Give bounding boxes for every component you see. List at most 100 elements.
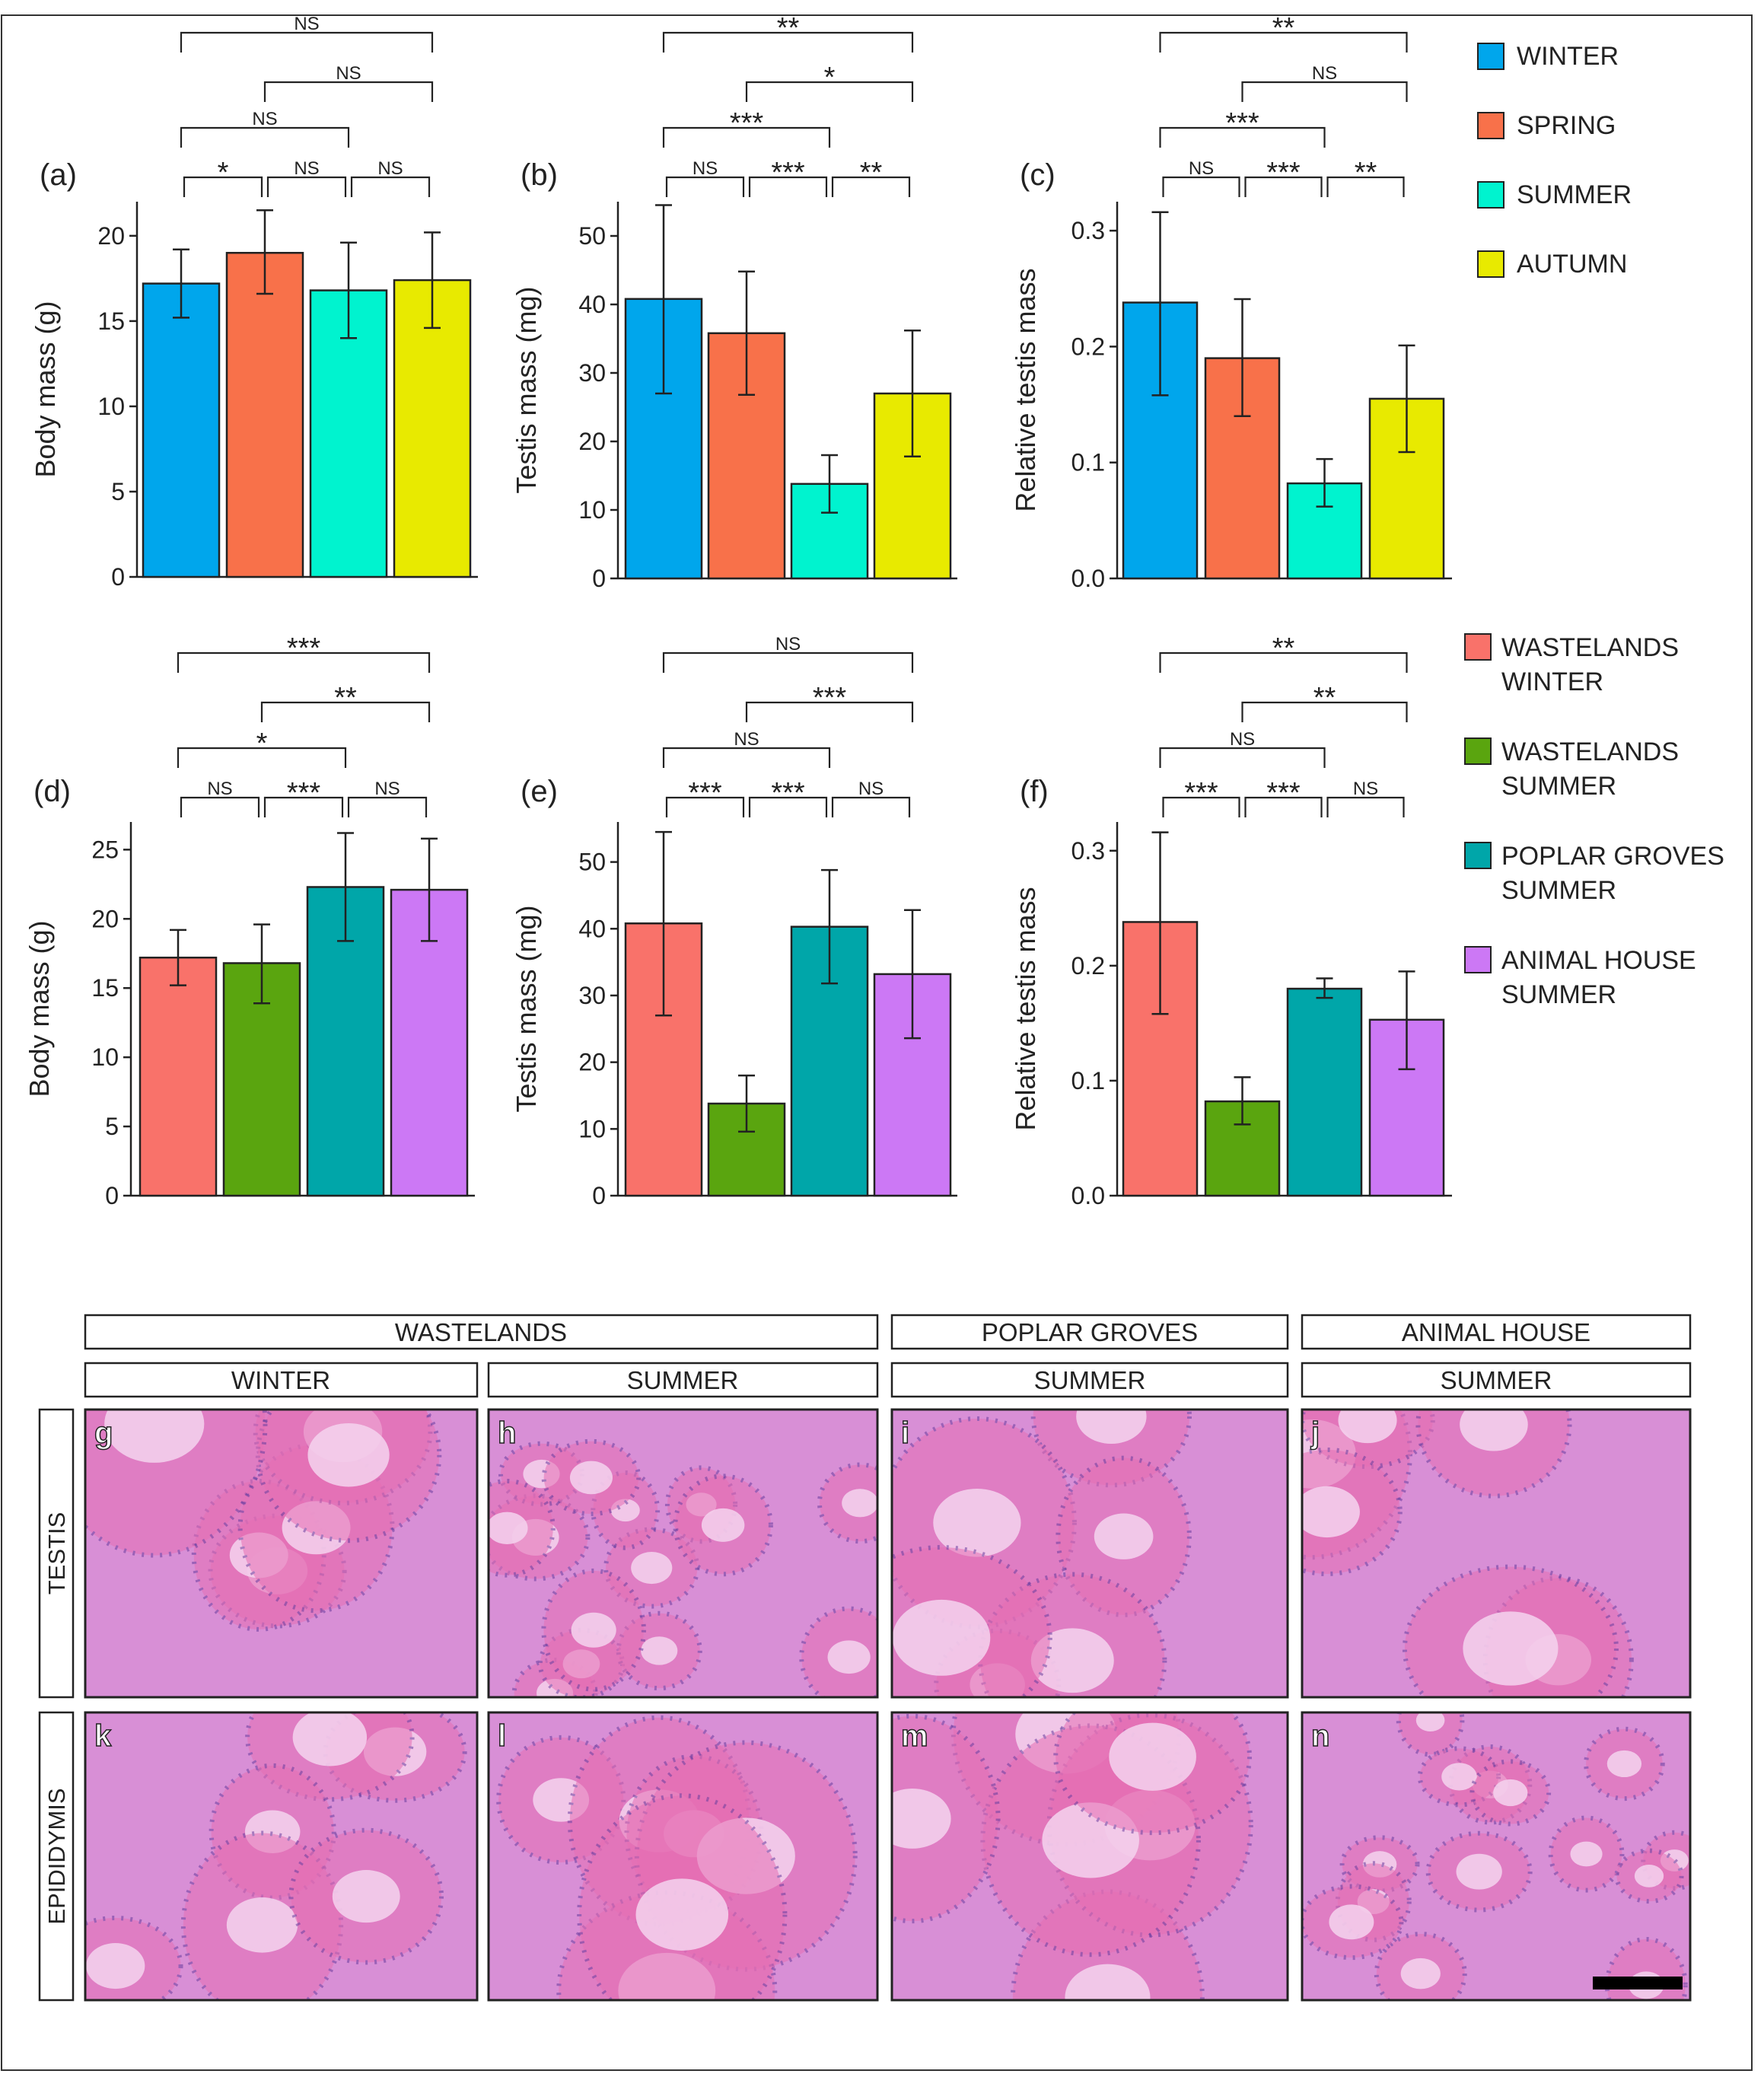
- significance-label: **: [334, 682, 357, 714]
- significance-bracket: [183, 176, 263, 197]
- significance-bracket: [1159, 747, 1326, 768]
- tubule-lumen: [1338, 1410, 1397, 1444]
- legend-swatch: [1477, 112, 1504, 139]
- legend-item-spring: SPRING: [1477, 111, 1616, 140]
- season-header-col4: SUMMER: [1301, 1362, 1692, 1398]
- micrograph-tissue: [1302, 1712, 1690, 2000]
- y-axis-label: Body mass (g): [30, 301, 61, 477]
- legend-item-summer: SUMMER: [1477, 180, 1632, 209]
- bar: [393, 279, 472, 578]
- significance-label: ***: [730, 107, 764, 139]
- tubule-lumen: [635, 1878, 729, 1951]
- group-header-label: ANIMAL HOUSE: [1402, 1318, 1590, 1346]
- figure-frame: [1, 14, 1753, 2071]
- significance-bracket: [1159, 31, 1408, 53]
- legend-item-animal-house-summer: ANIMAL HOUSE SUMMER: [1464, 946, 1696, 1009]
- significance-bracket: [266, 176, 347, 197]
- panel-letter: i: [901, 1416, 909, 1450]
- micrograph-tissue: [85, 1712, 477, 2000]
- y-axis-label: Relative testis mass: [1010, 887, 1041, 1130]
- significance-bracket: [177, 651, 431, 673]
- bar: [225, 251, 304, 578]
- tubule-lumen: [1634, 1864, 1664, 1887]
- y-tick-label: 40: [578, 915, 606, 942]
- significance-bracket: [260, 701, 431, 722]
- legend-habitats: WASTELANDS WINTER WASTELANDS SUMMER POPL…: [1464, 633, 1724, 1009]
- significance-bracket: [1326, 176, 1405, 197]
- tubule-lumen: [641, 1636, 678, 1665]
- significance-bracket: [1241, 81, 1408, 102]
- scale-bar: [1593, 1977, 1683, 1989]
- micrograph-frame: [487, 1408, 879, 1699]
- legend-item-winter: WINTER: [1477, 42, 1619, 71]
- micrograph-frame: [84, 1408, 479, 1699]
- significance-bracket: [177, 747, 347, 768]
- y-tick-label: 10: [578, 1115, 606, 1142]
- row-label-text: EPIDIDYMIS: [43, 1788, 70, 1924]
- panel-letter: n: [1311, 1719, 1329, 1753]
- micrograph-m: m: [890, 1711, 1289, 2002]
- tubule: [1415, 1410, 1572, 1499]
- micrograph-k: k: [84, 1711, 479, 2002]
- y-tick-label: 0.0: [1071, 1182, 1105, 1209]
- tubule-lumen: [1076, 1410, 1147, 1445]
- significance-label: ***: [287, 632, 321, 664]
- micrograph-tissue: [1302, 1410, 1690, 1697]
- tubule-lumen: [1302, 1486, 1360, 1538]
- tubule-lumen: [1463, 1611, 1559, 1686]
- y-tick-label: 20: [578, 428, 606, 455]
- panel-label: (b): [521, 158, 558, 192]
- season-header-label: SUMMER: [1441, 1366, 1552, 1394]
- significance-bracket: [1326, 796, 1405, 817]
- micrograph-frame: [890, 1408, 1289, 1699]
- legend-label: WINTER: [1517, 42, 1619, 71]
- y-tick-label: 15: [97, 307, 125, 335]
- tubule-lumen: [842, 1489, 877, 1518]
- tubule-lumen: [86, 1943, 145, 1989]
- panel-letter: k: [94, 1719, 112, 1753]
- charts: 0 5 10 15 20 Body mass (g) (a) * NS NS NS NS NS 0 10 20…: [24, 12, 1452, 1209]
- micrograph-tissue: [489, 1410, 877, 1697]
- bar: [142, 282, 221, 578]
- legend-label: SPRING: [1517, 111, 1616, 140]
- significance-label: **: [1272, 632, 1295, 664]
- tubule-lumen: [1441, 1763, 1477, 1791]
- bar: [1368, 1018, 1445, 1197]
- group-header-label: POPLAR GROVES: [982, 1318, 1198, 1346]
- micrograph-j: j: [1301, 1408, 1692, 1699]
- significance-label: ***: [771, 157, 805, 189]
- y-tick-label: 10: [91, 1043, 119, 1071]
- significance-label: NS: [734, 729, 759, 750]
- y-tick-label: 0.1: [1071, 1067, 1105, 1094]
- legend-label-line1: WASTELANDS: [1501, 737, 1679, 766]
- tubule-lumen: [1456, 1853, 1502, 1890]
- tubule-lumen: [332, 1870, 400, 1923]
- significance-label: NS: [858, 779, 884, 799]
- group-header-label: WASTELANDS: [395, 1318, 567, 1346]
- bar: [1286, 987, 1363, 1197]
- significance-label: NS: [336, 63, 361, 84]
- legend-swatch: [1464, 633, 1492, 661]
- bar: [139, 956, 218, 1197]
- panel-label: (d): [33, 775, 71, 808]
- season-header-col2: SUMMER: [487, 1362, 879, 1398]
- micrograph-frame: [890, 1711, 1289, 2002]
- y-tick-label: 0.2: [1071, 333, 1105, 360]
- legend-label-line2: SUMMER: [1501, 876, 1616, 905]
- y-tick-label: 50: [578, 849, 606, 876]
- significance-label: NS: [207, 779, 232, 799]
- legend-swatch: [1464, 842, 1492, 869]
- tubule: [1396, 1712, 1465, 1757]
- tubule-lumen: [489, 1512, 528, 1544]
- significance-label: ***: [1225, 107, 1259, 139]
- significance-label: **: [1313, 682, 1336, 714]
- micrograph-n: n: [1301, 1711, 1692, 2002]
- significance-bracket: [180, 126, 350, 148]
- significance-bracket: [745, 701, 914, 722]
- significance-label: *: [256, 728, 268, 760]
- y-tick-label: 20: [91, 905, 119, 932]
- significance-label: ***: [1184, 777, 1218, 809]
